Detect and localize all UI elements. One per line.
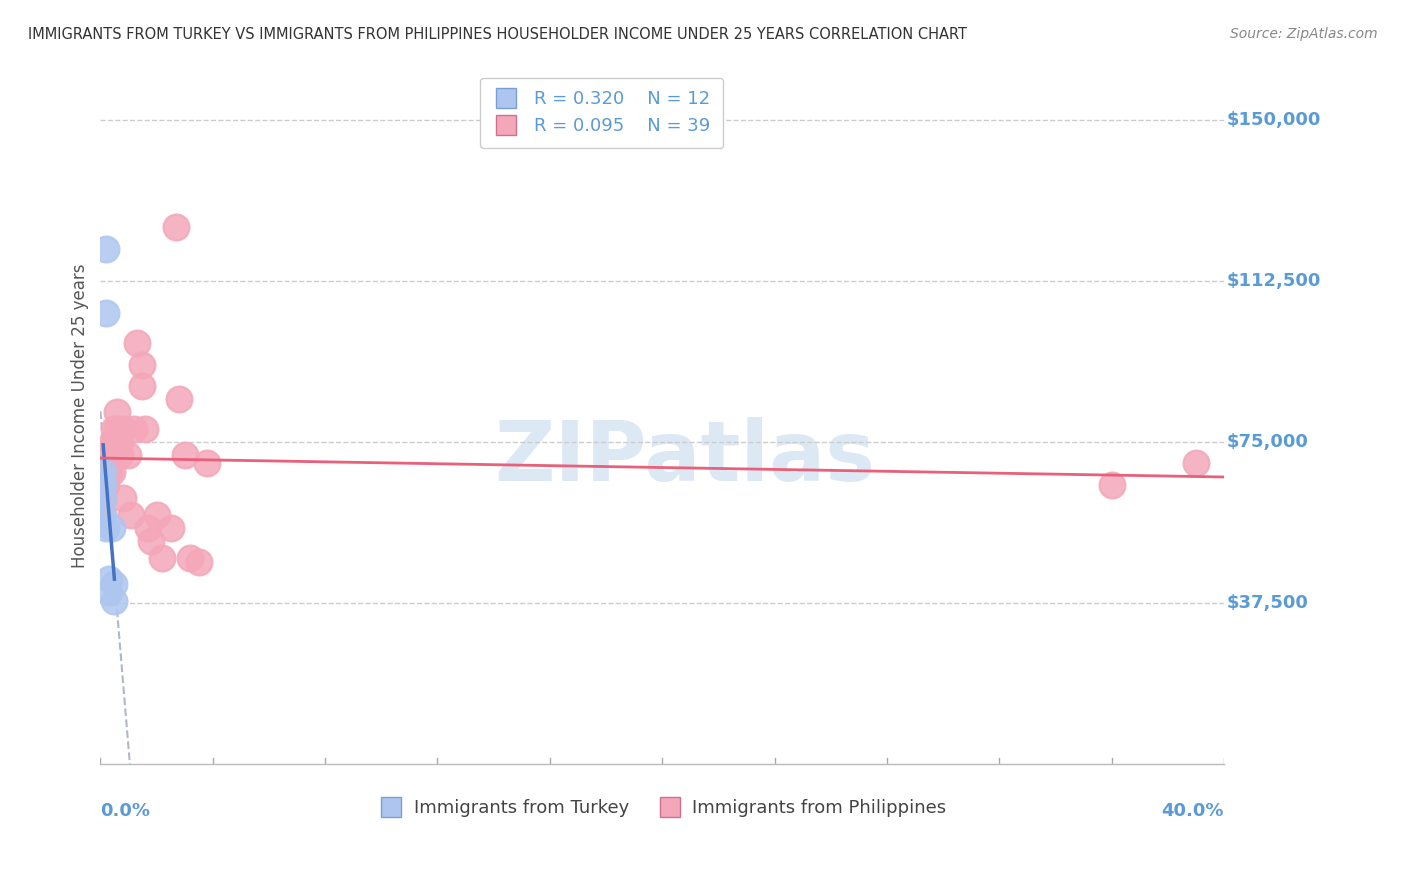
Point xyxy=(94,448,117,462)
Point xyxy=(122,422,145,436)
Point xyxy=(125,336,148,351)
Point xyxy=(105,405,128,419)
Point xyxy=(136,521,159,535)
Point xyxy=(187,555,209,569)
Legend: Immigrants from Turkey, Immigrants from Philippines: Immigrants from Turkey, Immigrants from … xyxy=(371,792,953,824)
Text: $150,000: $150,000 xyxy=(1226,111,1320,129)
Point xyxy=(167,392,190,406)
Point xyxy=(97,443,120,458)
Text: $75,000: $75,000 xyxy=(1226,433,1308,451)
Point xyxy=(100,448,122,462)
Point xyxy=(94,521,117,535)
Point xyxy=(103,422,125,436)
Point xyxy=(111,491,134,505)
Text: 40.0%: 40.0% xyxy=(1161,802,1225,820)
Point xyxy=(100,521,122,535)
Y-axis label: Householder Income Under 25 years: Householder Income Under 25 years xyxy=(72,264,89,568)
Point xyxy=(91,465,114,479)
Point xyxy=(108,448,131,462)
Text: Source: ZipAtlas.com: Source: ZipAtlas.com xyxy=(1230,27,1378,41)
Point xyxy=(91,508,114,522)
Point xyxy=(97,572,120,586)
Point xyxy=(1185,456,1208,470)
Point xyxy=(131,379,153,393)
Point xyxy=(195,456,218,470)
Point xyxy=(111,422,134,436)
Point xyxy=(97,456,120,470)
Point xyxy=(103,593,125,607)
Point xyxy=(94,242,117,256)
Text: $112,500: $112,500 xyxy=(1226,272,1320,290)
Text: ZIPatlas: ZIPatlas xyxy=(495,417,875,499)
Point xyxy=(150,550,173,565)
Point xyxy=(103,576,125,591)
Point xyxy=(91,491,114,505)
Point xyxy=(94,478,117,492)
Text: 0.0%: 0.0% xyxy=(100,802,150,820)
Point xyxy=(131,358,153,372)
Point xyxy=(105,422,128,436)
Point xyxy=(159,521,181,535)
Point xyxy=(103,439,125,453)
Text: $37,500: $37,500 xyxy=(1226,594,1308,612)
Point xyxy=(145,508,167,522)
Point xyxy=(139,533,162,548)
Point xyxy=(179,550,201,565)
Point xyxy=(100,465,122,479)
Point xyxy=(97,585,120,599)
Point xyxy=(173,448,195,462)
Point xyxy=(91,491,114,505)
Point xyxy=(108,434,131,449)
Point xyxy=(165,220,187,235)
Point xyxy=(94,465,117,479)
Text: IMMIGRANTS FROM TURKEY VS IMMIGRANTS FROM PHILIPPINES HOUSEHOLDER INCOME UNDER 2: IMMIGRANTS FROM TURKEY VS IMMIGRANTS FRO… xyxy=(28,27,967,42)
Point xyxy=(134,422,156,436)
Point xyxy=(100,434,122,449)
Point xyxy=(117,448,139,462)
Point xyxy=(94,306,117,320)
Point xyxy=(91,508,114,522)
Point xyxy=(97,465,120,479)
Point xyxy=(120,508,142,522)
Point xyxy=(91,478,114,492)
Point xyxy=(1101,478,1123,492)
